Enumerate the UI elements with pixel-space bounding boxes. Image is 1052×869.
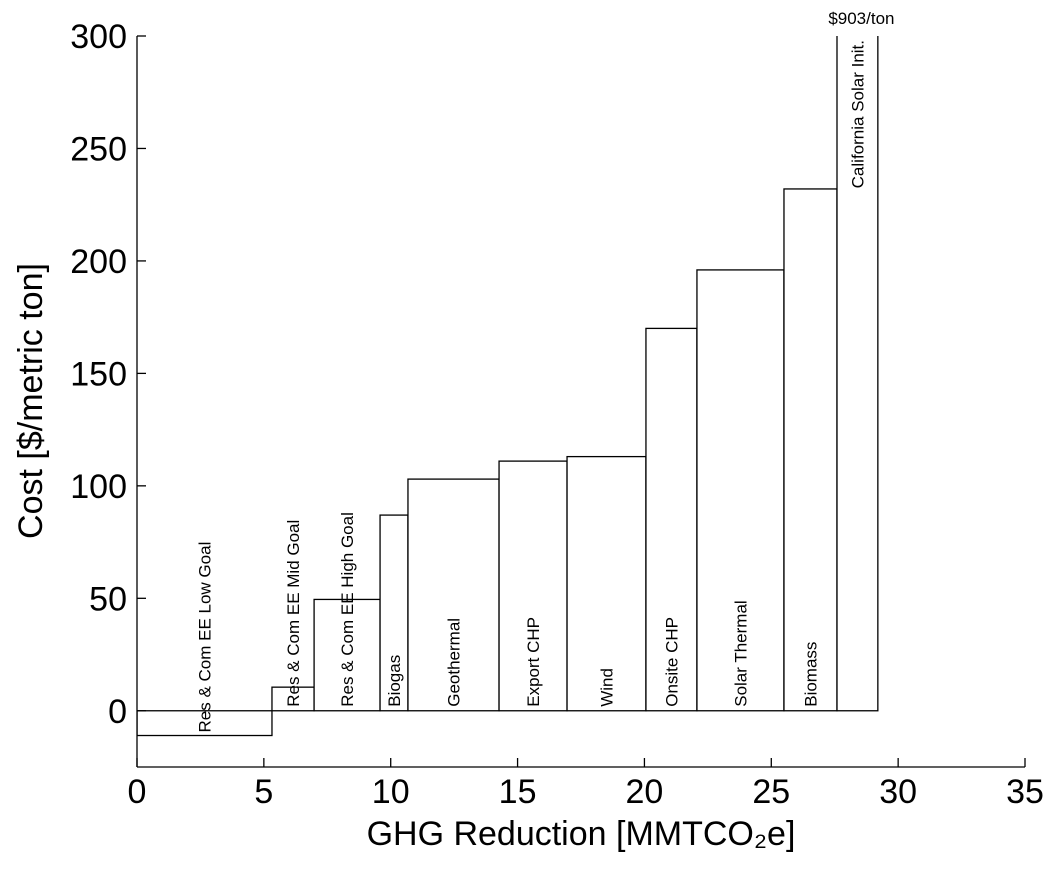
category-label: Export CHP — [524, 617, 543, 707]
plot-area — [137, 36, 879, 737]
y-tick-label: 50 — [89, 580, 127, 618]
x-tick-label: 10 — [372, 773, 410, 811]
y-tick-label: 300 — [70, 18, 127, 56]
y-tick-label: 0 — [108, 693, 127, 731]
x-tick-label: 35 — [1006, 773, 1044, 811]
y-tick-label: 100 — [70, 468, 127, 506]
x-tick-label: 20 — [626, 773, 664, 811]
bar — [566, 455, 647, 712]
x-tick-label: 5 — [254, 773, 273, 811]
y-tick-label: 150 — [70, 355, 127, 393]
category-label: Onsite CHP — [662, 617, 681, 707]
bar — [645, 327, 698, 712]
value-label: $903/ton — [828, 9, 894, 28]
category-label: Res & Com EE Mid Goal — [284, 520, 303, 707]
y-axis-label: Cost [$/metric ton] — [12, 263, 50, 539]
y-tick-label: 200 — [70, 243, 127, 281]
category-label: Biomass — [801, 642, 820, 707]
bar — [137, 710, 273, 737]
bar — [783, 188, 838, 712]
category-label: Res & Com EE High Goal — [338, 512, 357, 707]
category-label: California Solar Init. — [848, 40, 867, 188]
bar — [313, 598, 381, 712]
category-label: Solar Thermal — [731, 600, 750, 706]
category-label: Biogas — [385, 655, 404, 707]
x-tick-label: 15 — [499, 773, 537, 811]
y-tick-label: 250 — [70, 130, 127, 168]
bar — [379, 514, 409, 712]
x-axis-label: GHG Reduction [MMTCO₂e] — [367, 815, 796, 853]
category-label: Res & Com EE Low Goal — [195, 542, 214, 733]
x-tick-label: 30 — [879, 773, 917, 811]
category-label: Wind — [597, 668, 616, 707]
category-label: Geothermal — [445, 618, 464, 707]
bar — [407, 478, 500, 712]
bar — [836, 36, 879, 712]
x-tick-label: 0 — [128, 773, 147, 811]
x-tick-label: 25 — [752, 773, 790, 811]
bar — [498, 460, 568, 712]
